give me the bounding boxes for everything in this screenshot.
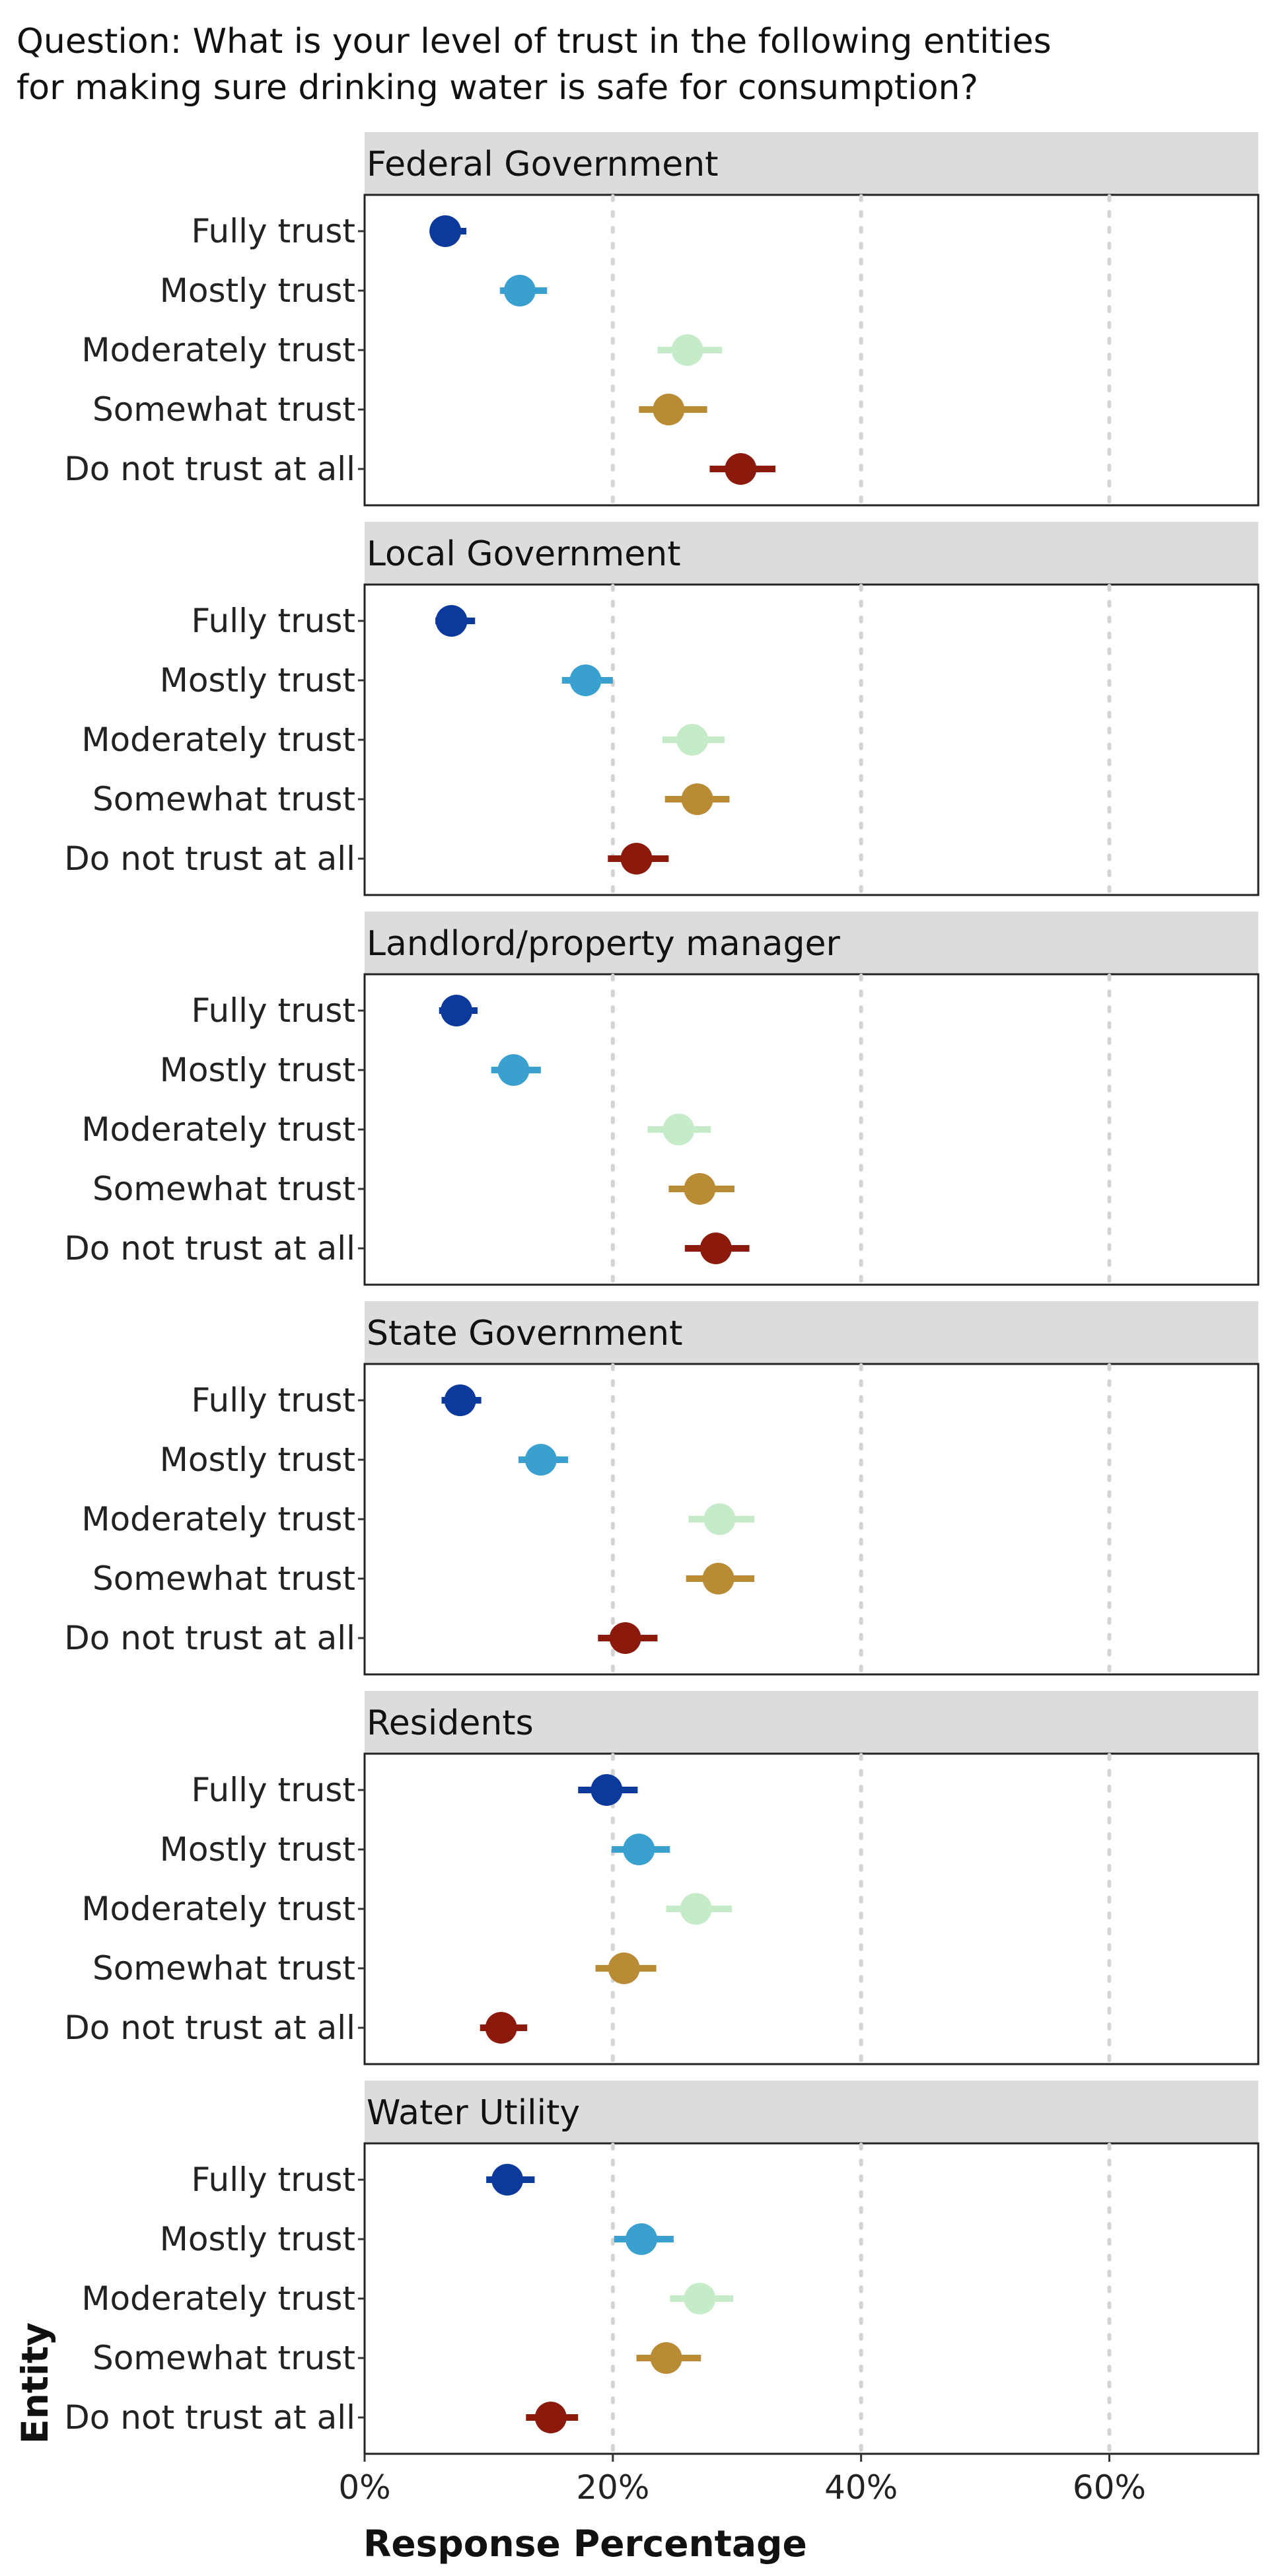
point-mostly-trust-state-government (524, 1444, 557, 1476)
y-axis-title: Entity (14, 2322, 56, 2444)
category-label-moderately-trust-water-utility: Moderately trust (81, 2279, 355, 2318)
category-label-moderately-trust-landlord-property-manager: Moderately trust (81, 1110, 355, 1149)
facet-federal-government: Federal Government Fully trust Mostly trus… (64, 132, 1260, 507)
category-label-do-not-trust-at-all-water-utility: Do not trust at all (64, 2398, 355, 2437)
point-somewhat-trust-residents (608, 1952, 640, 1984)
point-moderately-trust-water-utility (684, 2283, 716, 2314)
x-tick-label-40: 40% (824, 2468, 898, 2507)
facet-strip-landlord-property-manager (365, 912, 1258, 974)
category-label-do-not-trust-at-all-landlord-property-manager: Do not trust at all (64, 1229, 355, 1268)
facet-panel-federal-government (363, 194, 1260, 507)
facet-panel-state-government (363, 1363, 1260, 1676)
category-label-somewhat-trust-residents: Somewhat trust (92, 1949, 355, 1987)
chart-title-line2: for making sure drinking water is safe f… (17, 68, 978, 108)
point-somewhat-trust-local-government (681, 783, 713, 815)
category-label-somewhat-trust-landlord-property-manager: Somewhat trust (92, 1170, 355, 1208)
point-mostly-trust-residents (623, 1834, 655, 1865)
category-label-moderately-trust-state-government: Moderately trust (81, 1500, 355, 1538)
facet-residents: Residents Fully trust Mostly trust Moderate… (64, 1691, 1260, 2065)
point-do-not-trust-at-all-local-government (620, 843, 653, 875)
facet-water-utility: Water Utility Fully trust Mostly trust Mode… (64, 2081, 1260, 2455)
category-label-mostly-trust-water-utility: Mostly trust (160, 2220, 355, 2258)
x-axis-title: Response Percentage (363, 2522, 807, 2565)
point-do-not-trust-at-all-state-government (609, 1622, 641, 1654)
point-fully-trust-state-government (444, 1384, 476, 1416)
x-axis: 0% 20% 40% 60% (338, 2454, 1146, 2507)
x-tick-label-20: 20% (576, 2468, 649, 2507)
facet-strip-residents (365, 1691, 1258, 1754)
point-fully-trust-water-utility (491, 2164, 524, 2196)
point-moderately-trust-local-government (676, 724, 709, 756)
facet-title-state-government: State Government (367, 1314, 682, 1353)
category-label-somewhat-trust-state-government: Somewhat trust (92, 1559, 355, 1598)
category-label-mostly-trust-federal-government: Mostly trust (160, 271, 355, 310)
facet-title-water-utility: Water Utility (367, 2093, 580, 2133)
facet-state-government: State Government Fully trust Mostly trust M… (64, 1301, 1260, 1676)
facet-local-government: Local Government Fully trust Mostly trust M… (64, 522, 1260, 896)
facet-strip-federal-government (365, 132, 1258, 195)
point-mostly-trust-water-utility (626, 2223, 658, 2255)
category-label-do-not-trust-at-all-local-government: Do not trust at all (64, 840, 355, 878)
point-moderately-trust-federal-government (671, 334, 703, 366)
category-label-somewhat-trust-local-government: Somewhat trust (92, 780, 355, 818)
point-do-not-trust-at-all-landlord-property-manager (699, 1233, 732, 1264)
facet-title-local-government: Local Government (367, 534, 681, 574)
point-moderately-trust-state-government (703, 1503, 736, 1535)
facet-landlord-property-manager: Landlord/property manager Fully trust Most… (64, 912, 1260, 1286)
x-tick-label-60: 60% (1073, 2468, 1146, 2507)
facet-panel-local-government (363, 583, 1260, 896)
point-fully-trust-local-government (435, 605, 468, 637)
point-somewhat-trust-landlord-property-manager (684, 1173, 716, 1205)
category-label-mostly-trust-residents: Mostly trust (160, 1830, 355, 1869)
category-label-moderately-trust-residents: Moderately trust (81, 1890, 355, 1928)
point-somewhat-trust-state-government (702, 1563, 734, 1594)
category-label-fully-trust-water-utility: Fully trust (192, 2161, 356, 2199)
facet-panel-landlord-property-manager (363, 973, 1260, 1286)
facet-title-landlord-property-manager: Landlord/property manager (367, 924, 841, 964)
point-do-not-trust-at-all-federal-government (725, 453, 757, 485)
category-label-do-not-trust-at-all-residents: Do not trust at all (64, 2009, 355, 2047)
category-label-moderately-trust-federal-government: Moderately trust (81, 331, 355, 369)
point-fully-trust-landlord-property-manager (441, 995, 473, 1026)
facet-title-residents: Residents (367, 1703, 534, 1743)
point-mostly-trust-local-government (569, 664, 602, 696)
facets-layer: Federal Government Fully trust Mostly trus… (64, 132, 1260, 2455)
point-mostly-trust-federal-government (503, 275, 536, 306)
point-do-not-trust-at-all-residents (485, 2012, 517, 2044)
category-label-somewhat-trust-water-utility: Somewhat trust (92, 2339, 355, 2377)
category-label-fully-trust-landlord-property-manager: Fully trust (192, 991, 356, 1030)
category-label-fully-trust-local-government: Fully trust (192, 602, 356, 640)
category-label-moderately-trust-local-government: Moderately trust (81, 721, 355, 759)
facet-strip-local-government (365, 522, 1258, 585)
category-label-do-not-trust-at-all-federal-government: Do not trust at all (64, 450, 355, 488)
category-label-mostly-trust-local-government: Mostly trust (160, 661, 355, 699)
category-label-fully-trust-state-government: Fully trust (192, 1381, 356, 1419)
point-fully-trust-federal-government (429, 215, 462, 247)
point-somewhat-trust-federal-government (653, 394, 685, 425)
category-label-do-not-trust-at-all-state-government: Do not trust at all (64, 1619, 355, 1657)
point-mostly-trust-landlord-property-manager (497, 1054, 530, 1086)
point-do-not-trust-at-all-water-utility (534, 2402, 567, 2433)
category-label-somewhat-trust-federal-government: Somewhat trust (92, 390, 355, 429)
point-moderately-trust-residents (680, 1893, 712, 1925)
x-tick-label-0: 0% (338, 2468, 390, 2507)
category-label-fully-trust-residents: Fully trust (192, 1771, 356, 1809)
category-label-fully-trust-federal-government: Fully trust (192, 212, 356, 250)
facet-strip-state-government (365, 1301, 1258, 1364)
facet-strip-water-utility (365, 2081, 1258, 2143)
category-label-mostly-trust-landlord-property-manager: Mostly trust (160, 1051, 355, 1089)
point-moderately-trust-landlord-property-manager (662, 1114, 695, 1145)
point-fully-trust-residents (590, 1774, 623, 1806)
point-somewhat-trust-water-utility (650, 2342, 682, 2374)
chart-title-line1: Question: What is your level of trust in… (17, 22, 1052, 61)
category-label-mostly-trust-state-government: Mostly trust (160, 1441, 355, 1479)
facet-title-federal-government: Federal Government (367, 145, 719, 184)
